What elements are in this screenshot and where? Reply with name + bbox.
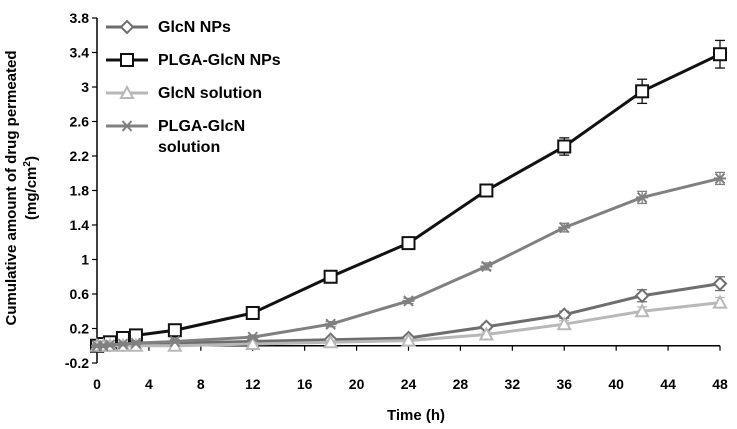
legend-marker <box>119 19 135 35</box>
y-tick-label: 1.8 <box>70 183 90 199</box>
legend-entry-1: GlcN NPs <box>106 19 231 36</box>
x-tick-label: 4 <box>145 376 153 392</box>
series-4 <box>91 171 726 352</box>
y-axis-unit-prefix: (mg/cm <box>23 167 40 220</box>
data-point <box>712 294 728 309</box>
x-tick-label: 8 <box>197 376 205 392</box>
data-point <box>480 260 493 273</box>
data-point <box>556 316 572 331</box>
x-tick-label: 12 <box>245 376 261 392</box>
data-point <box>324 318 337 330</box>
legend-marker <box>121 120 133 132</box>
data-point <box>167 323 182 338</box>
data-point <box>478 326 495 341</box>
data-point <box>714 172 726 185</box>
data-point <box>103 339 116 351</box>
data-point <box>634 303 650 318</box>
y-tick-label: 3 <box>81 79 89 95</box>
legend-marker <box>119 84 135 99</box>
data-point <box>402 295 415 307</box>
y-axis-title-line2: (mg/cm2) <box>22 156 40 220</box>
y-tick-label: 2.6 <box>70 114 90 130</box>
data-point <box>634 288 650 304</box>
data-point <box>636 191 649 204</box>
data-point <box>323 269 338 284</box>
legend-label-line2: solution <box>158 139 220 156</box>
x-tick-label: 16 <box>297 376 313 392</box>
x-tick-label: 20 <box>349 376 365 392</box>
y-tick-label: 0.6 <box>70 286 90 302</box>
y-axis-unit-suffix: ) <box>23 156 40 161</box>
legend-label: GlcN solution <box>158 85 262 102</box>
x-tick-label: 36 <box>556 376 572 392</box>
data-point <box>322 334 339 349</box>
x-axis-title: Time (h) <box>387 407 445 424</box>
legend-label-line1: PLGA-GlcN <box>158 118 245 135</box>
legend-label: PLGA-GlcN NPs <box>158 52 281 69</box>
series-4-line <box>97 176 721 348</box>
data-point <box>116 338 129 350</box>
x-tick-label: 44 <box>660 376 676 392</box>
y-tick-label: 3.8 <box>70 10 90 26</box>
y-tick-label: 0.2 <box>70 321 90 337</box>
data-point <box>713 47 727 62</box>
y-tick-label: 1 <box>81 252 89 268</box>
legend: GlcN NPs PLGA-GlcN NPs GlcN solution PLGA-G… <box>106 19 281 156</box>
y-axis-title-line1: Cumulative amount of drug permeated <box>3 50 20 325</box>
x-tick-label: 0 <box>93 376 101 392</box>
series-layer <box>89 39 728 354</box>
x-tick-label: 28 <box>453 376 469 392</box>
data-point <box>479 183 494 198</box>
legend-entry-2: PLGA-GlcN NPs <box>106 52 281 69</box>
y-tick-label: -0.2 <box>65 355 89 371</box>
data-point <box>558 221 571 234</box>
data-point <box>168 335 181 348</box>
legend-marker <box>120 53 134 67</box>
legend-entry-4: PLGA-GlcN solution <box>106 118 245 156</box>
x-tick-label: 48 <box>712 376 728 392</box>
y-axis-unit-superscript: 2 <box>22 161 33 167</box>
y-tick-label: 3.4 <box>70 45 90 61</box>
legend-label: GlcN NPs <box>158 19 231 36</box>
data-point <box>635 84 650 99</box>
data-point <box>245 335 261 351</box>
data-point <box>246 331 259 343</box>
data-point <box>557 139 572 154</box>
x-tick-label: 40 <box>608 376 624 392</box>
axes: -0.20.20.611.41.82.22.633.43.80 4 8 12 16 20 2… <box>65 10 728 392</box>
data-point <box>400 332 417 347</box>
data-point <box>401 236 416 251</box>
x-tick-label: 32 <box>505 376 521 392</box>
legend-entry-3: GlcN solution <box>106 84 262 102</box>
x-tick-label: 24 <box>401 376 417 392</box>
y-tick-label: 1.4 <box>70 217 90 233</box>
data-point <box>129 337 142 349</box>
data-point <box>245 305 260 320</box>
y-tick-label: 2.2 <box>70 148 90 164</box>
data-point <box>712 276 728 292</box>
